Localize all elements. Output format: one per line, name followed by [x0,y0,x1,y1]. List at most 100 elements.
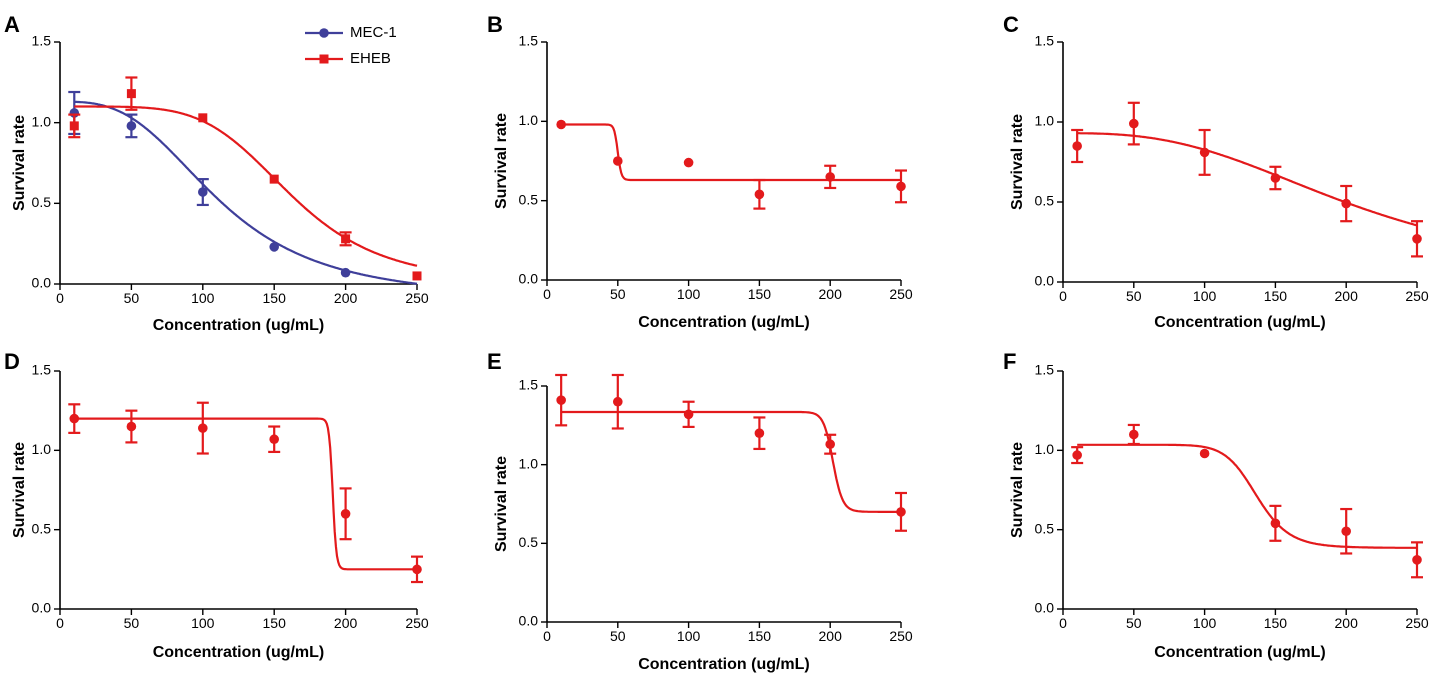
y-axis-title: Survival rate [11,442,28,538]
data-point [1072,141,1082,151]
panel-letter: E [487,349,502,374]
panel-letter: C [1003,12,1019,37]
x-tick-label: 150 [263,290,287,306]
data-point [1129,429,1139,440]
y-tick-label: 1.0 [519,455,539,471]
data-point [340,509,351,519]
series-mec-1 [68,90,418,285]
x-tick-label: 250 [889,286,913,302]
series-data [1071,101,1423,258]
series-data [68,401,423,584]
x-tick-label: 250 [405,615,429,631]
data-point [412,564,422,575]
y-tick-label: 1.5 [519,377,539,393]
panel-c: C 0.0 0.5 1.0 1.5 0 50 100 150 200 250 Concentratio… [1003,12,1429,331]
x-tick-label: 250 [889,628,913,644]
data-point [896,507,906,517]
y-tick-label: 0.0 [32,275,52,291]
panel-e: E 0.0 0.5 1.0 1.5 0 50 100 150 200 250 Concentratio… [487,349,913,673]
y-axis-title: Survival rate [1009,114,1026,210]
y-tick-label: 0.0 [519,613,539,629]
series-eheb [68,76,422,281]
x-tick-label: 150 [748,286,772,302]
fit-curve [561,410,901,513]
y-tick-label: 1.0 [519,112,539,128]
x-tick-label: 250 [1405,615,1429,631]
x-tick-label: 100 [1193,288,1217,304]
data-point [126,121,137,131]
fit-curve [74,417,417,571]
x-tick-label: 0 [56,615,64,631]
y-tick-label: 0.5 [32,520,52,536]
x-axis-title: Concentration (ug/mL) [1154,314,1326,331]
fit-curve [74,105,418,267]
data-point [683,157,694,168]
panel-d: D 0.0 0.5 1.0 1.5 0 50 100 150 200 250 Concentratio… [4,349,429,661]
x-tick-label: 100 [191,290,215,306]
x-tick-label: 0 [543,628,551,644]
y-tick-label: 0.0 [32,600,52,616]
data-point [126,421,137,432]
y-tick-label: 1.0 [1035,113,1055,129]
x-tick-label: 50 [1126,288,1142,304]
data-point [754,189,765,200]
x-tick-label: 200 [334,290,358,306]
data-point [556,395,566,405]
data-point [1199,448,1210,459]
x-tick-label: 200 [819,628,843,644]
x-tick-label: 100 [677,286,701,302]
data-point [340,267,351,278]
data-point [1072,450,1082,460]
data-point [126,89,136,99]
y-tick-label: 0.0 [519,271,539,287]
x-tick-label: 200 [334,615,358,631]
x-tick-label: 150 [263,615,287,631]
series-data [1071,423,1423,579]
y-tick-label: 0.0 [1035,273,1055,289]
x-axis-title: Concentration (ug/mL) [638,656,810,673]
x-axis-title: Concentration (ug/mL) [638,314,810,331]
series-data [555,373,907,532]
data-point [825,439,835,450]
data-point [69,121,79,131]
y-tick-label: 0.5 [519,534,539,550]
y-tick-label: 0.5 [32,194,52,210]
fit-curve [561,123,901,182]
fit-curve [1077,443,1417,549]
data-point [754,428,765,439]
y-tick-label: 1.5 [1035,362,1055,378]
x-tick-label: 50 [610,286,626,302]
x-tick-label: 250 [1405,288,1429,304]
y-axis-title: Survival rate [493,456,510,552]
data-point [1270,173,1281,183]
y-tick-label: 1.5 [519,33,539,49]
x-axis-title: Concentration (ug/mL) [153,644,325,661]
x-tick-label: 150 [1264,615,1288,631]
y-tick-label: 0.5 [1035,520,1055,536]
data-point [1341,526,1351,537]
y-tick-label: 1.0 [32,441,52,457]
y-tick-label: 1.5 [1035,33,1055,49]
legend: MEC-1 EHEB [305,24,397,67]
panel-b: B 0.0 0.5 1.0 1.5 0 50 100 150 200 250 Concentratio… [487,12,913,331]
x-axis-title: Concentration (ug/mL) [153,317,325,334]
panel-a: A 0.0 0.5 1.0 1.5 0 50 100 150 200 250 Concentratio… [4,12,429,334]
data-point [613,396,623,407]
x-tick-label: 0 [543,286,551,302]
data-point [198,187,208,197]
panel-letter: A [4,12,20,37]
data-point [683,409,694,420]
data-point [1129,118,1139,129]
data-point [896,181,906,192]
y-axis-title: Survival rate [1009,442,1026,538]
data-point [1270,518,1281,529]
x-tick-label: 0 [1059,288,1067,304]
x-axis-title: Concentration (ug/mL) [1154,644,1326,661]
x-tick-label: 0 [56,290,64,306]
panel-letter: D [4,349,20,374]
x-tick-label: 100 [1193,615,1217,631]
x-tick-label: 150 [748,628,772,644]
data-point [556,119,566,130]
x-tick-label: 250 [405,290,429,306]
